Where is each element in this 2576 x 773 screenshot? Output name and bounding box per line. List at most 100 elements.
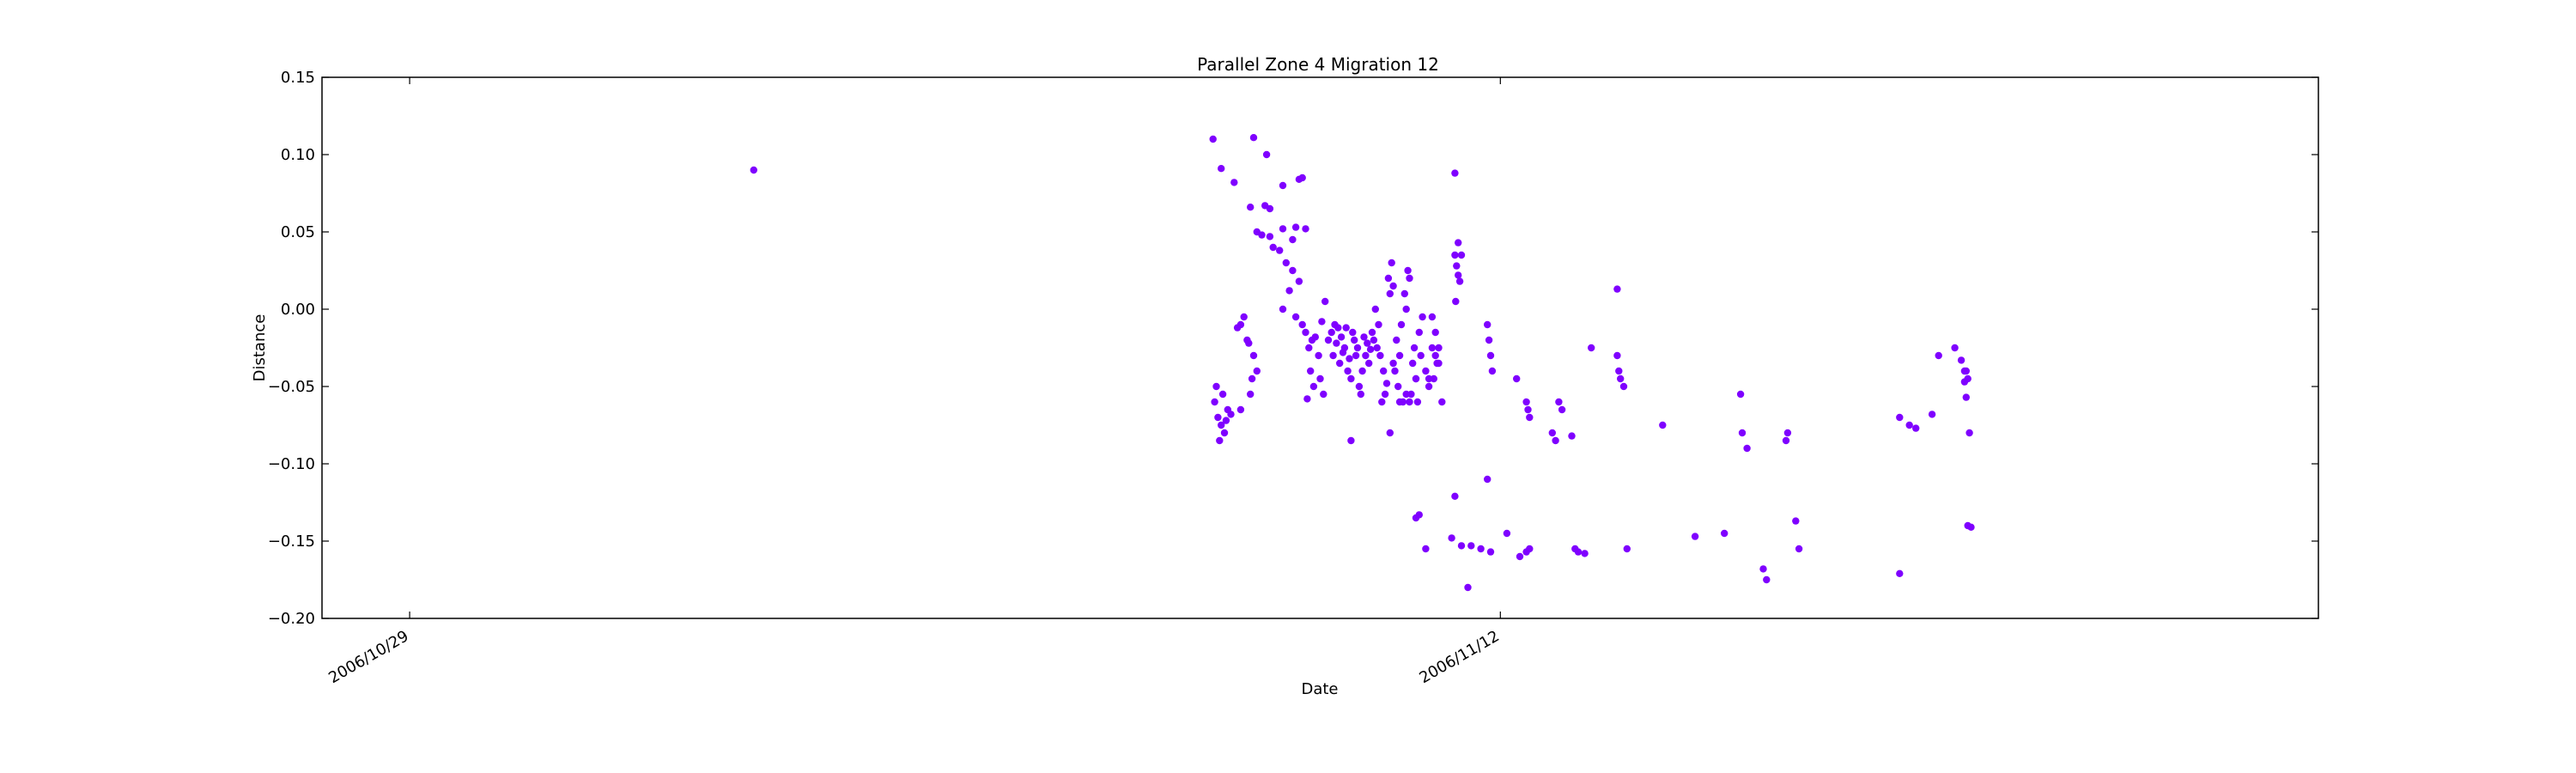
data-point xyxy=(1346,355,1353,362)
data-point xyxy=(1233,324,1242,332)
data-point xyxy=(1240,313,1248,321)
data-point xyxy=(1962,367,1970,375)
data-point xyxy=(1249,351,1258,360)
data-point xyxy=(1378,398,1386,406)
data-point xyxy=(1452,297,1460,306)
data-point xyxy=(1395,398,1404,406)
data-point xyxy=(1428,313,1437,321)
data-point xyxy=(1320,390,1327,399)
data-point xyxy=(1371,305,1380,313)
data-point xyxy=(1792,517,1800,525)
data-point xyxy=(1298,320,1306,329)
data-point xyxy=(1382,380,1391,387)
data-point xyxy=(1212,382,1220,391)
data-point xyxy=(1311,333,1320,341)
data-point xyxy=(1736,390,1745,399)
data-point xyxy=(1295,277,1303,285)
data-point xyxy=(1422,367,1430,375)
data-point xyxy=(1406,274,1413,283)
data-point xyxy=(1375,320,1382,329)
data-point xyxy=(1896,569,1904,577)
data-point xyxy=(1336,359,1344,368)
data-point xyxy=(1782,436,1790,445)
data-point xyxy=(1548,429,1557,437)
data-point xyxy=(1485,336,1493,344)
data-point xyxy=(1896,413,1904,422)
data-point xyxy=(1422,545,1430,553)
data-point xyxy=(1419,313,1426,321)
data-point xyxy=(1384,274,1393,283)
data-point xyxy=(1415,511,1424,519)
data-point xyxy=(1574,548,1583,556)
data-point xyxy=(1329,351,1337,360)
data-point xyxy=(1588,344,1595,352)
data-point xyxy=(1389,282,1397,290)
data-point xyxy=(1211,398,1218,406)
data-point xyxy=(1389,359,1397,368)
y-axis: −0.20 −0.15 −0.10 −0.05 0.00 0.05 0.10 0.15 xyxy=(268,69,2318,628)
data-point xyxy=(1435,344,1443,352)
y-tick-label: 0.00 xyxy=(281,301,315,319)
data-point xyxy=(1964,374,1971,383)
data-point xyxy=(1386,429,1394,437)
data-point xyxy=(1357,390,1365,399)
data-point xyxy=(1386,289,1394,298)
data-point xyxy=(1362,351,1370,360)
data-point xyxy=(1912,424,1920,432)
data-point xyxy=(1376,351,1384,360)
data-point xyxy=(1391,367,1399,375)
data-point xyxy=(1395,351,1404,360)
data-point xyxy=(1431,351,1439,360)
data-point xyxy=(1928,411,1936,418)
data-point xyxy=(1615,367,1623,375)
data-point xyxy=(1214,413,1222,422)
data-point xyxy=(1967,523,1975,531)
data-point xyxy=(1516,552,1524,561)
data-point xyxy=(1218,165,1225,173)
data-point xyxy=(1248,374,1256,383)
series-0 xyxy=(750,134,1973,453)
data-point xyxy=(1303,395,1311,403)
data-point xyxy=(1455,277,1464,285)
data-point xyxy=(1366,345,1375,353)
data-point xyxy=(1552,436,1559,445)
data-point xyxy=(1370,336,1378,344)
data-point xyxy=(1406,398,1413,406)
data-point xyxy=(1388,259,1395,267)
data-point xyxy=(1285,287,1293,295)
data-point xyxy=(1413,398,1422,406)
data-point xyxy=(1364,339,1371,347)
data-point xyxy=(1298,173,1306,182)
data-point xyxy=(1316,374,1324,383)
data-point xyxy=(1324,336,1333,344)
data-point xyxy=(1448,534,1455,542)
data-point xyxy=(1581,550,1589,557)
series-1 xyxy=(1412,475,1975,592)
data-point xyxy=(1347,436,1355,445)
data-point xyxy=(1431,328,1439,337)
data-point xyxy=(1402,305,1410,313)
data-point xyxy=(1302,328,1309,337)
data-point xyxy=(1526,545,1534,553)
data-point xyxy=(1763,575,1771,584)
data-point xyxy=(750,166,757,174)
data-point xyxy=(1415,328,1424,337)
data-point xyxy=(1321,297,1329,306)
data-point xyxy=(1220,429,1229,437)
data-point xyxy=(1659,421,1667,429)
data-point xyxy=(1526,413,1534,422)
data-point xyxy=(1236,405,1245,414)
data-point xyxy=(1279,225,1287,233)
data-point xyxy=(1397,320,1406,329)
data-point xyxy=(1957,356,1965,364)
data-point xyxy=(1358,367,1366,375)
y-tick-label: −0.15 xyxy=(268,533,315,551)
data-point xyxy=(1488,367,1497,375)
data-point xyxy=(1623,545,1631,553)
y-tick-label: −0.10 xyxy=(268,455,315,473)
data-point xyxy=(1355,382,1364,391)
data-point xyxy=(1227,411,1235,418)
data-point xyxy=(1309,382,1318,391)
plot-frame xyxy=(321,76,2319,619)
